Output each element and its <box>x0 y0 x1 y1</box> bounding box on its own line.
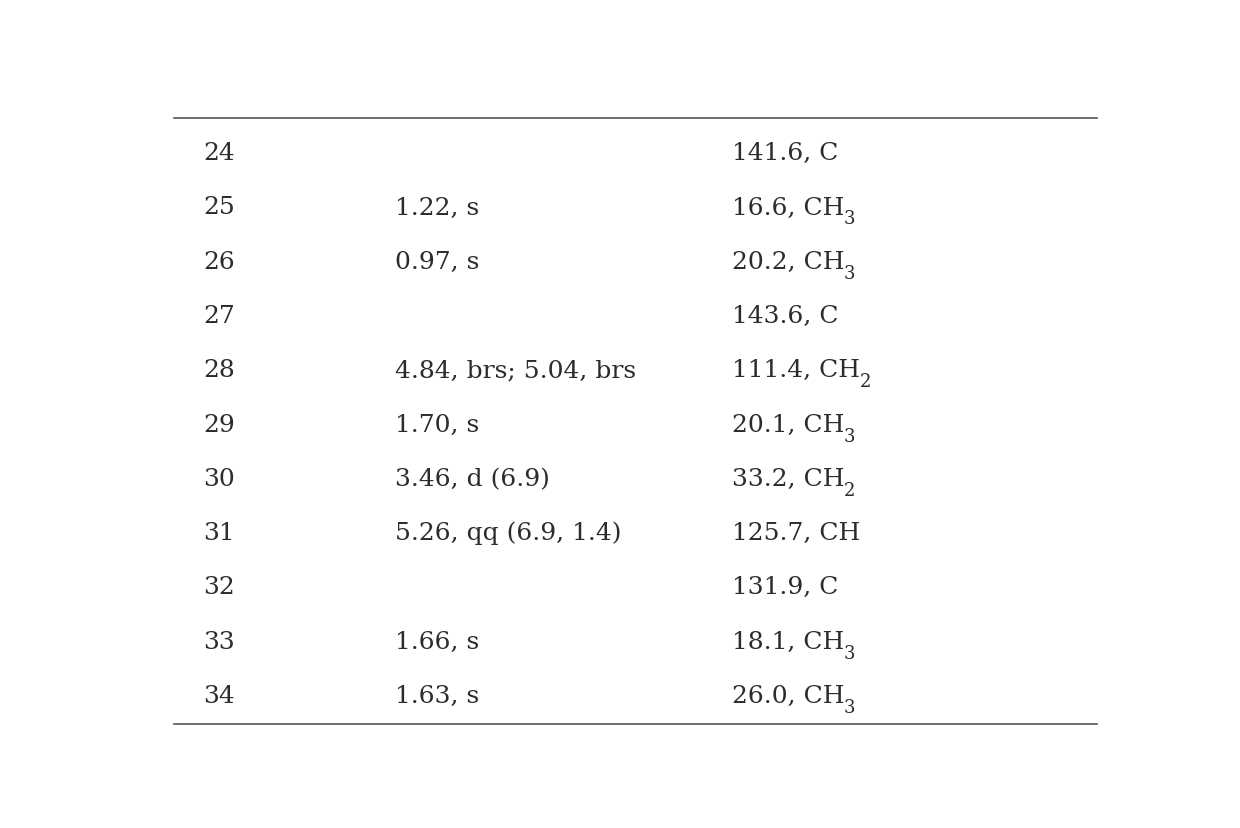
Text: 28: 28 <box>203 359 234 382</box>
Text: 34: 34 <box>203 684 234 707</box>
Text: 26.0, CH: 26.0, CH <box>732 684 844 707</box>
Text: 27: 27 <box>203 305 234 328</box>
Text: 0.97, s: 0.97, s <box>396 250 480 273</box>
Text: 3.46, d (6.9): 3.46, d (6.9) <box>396 467 551 490</box>
Text: 3: 3 <box>844 264 856 282</box>
Text: 31: 31 <box>203 522 234 544</box>
Text: 2: 2 <box>859 373 870 391</box>
Text: 16.6, CH: 16.6, CH <box>732 196 844 219</box>
Text: 25: 25 <box>203 196 234 219</box>
Text: 1.63, s: 1.63, s <box>396 684 480 707</box>
Text: 1.22, s: 1.22, s <box>396 196 480 219</box>
Text: 4.84, brs; 5.04, brs: 4.84, brs; 5.04, brs <box>396 359 636 382</box>
Text: 33.2, CH: 33.2, CH <box>732 467 844 490</box>
Text: 32: 32 <box>203 575 234 599</box>
Text: 5.26, qq (6.9, 1.4): 5.26, qq (6.9, 1.4) <box>396 521 621 545</box>
Text: 33: 33 <box>203 630 234 652</box>
Text: 20.1, CH: 20.1, CH <box>732 413 844 436</box>
Text: 1.66, s: 1.66, s <box>396 630 480 652</box>
Text: 30: 30 <box>203 467 234 490</box>
Text: 3: 3 <box>844 644 856 662</box>
Text: 20.2, CH: 20.2, CH <box>732 250 844 273</box>
Text: 3: 3 <box>844 698 856 716</box>
Text: 131.9, C: 131.9, C <box>732 575 838 599</box>
Text: 1.70, s: 1.70, s <box>396 413 480 436</box>
Text: 111.4, CH: 111.4, CH <box>732 359 859 382</box>
Text: 18.1, CH: 18.1, CH <box>732 630 844 652</box>
Text: 141.6, C: 141.6, C <box>732 142 838 165</box>
Text: 3: 3 <box>844 210 856 229</box>
Text: 2: 2 <box>844 481 856 499</box>
Text: 24: 24 <box>203 142 234 165</box>
Text: 26: 26 <box>203 250 234 273</box>
Text: 3: 3 <box>844 427 856 445</box>
Text: 143.6, C: 143.6, C <box>732 305 838 328</box>
Text: 125.7, CH: 125.7, CH <box>732 522 859 544</box>
Text: 29: 29 <box>203 413 234 436</box>
